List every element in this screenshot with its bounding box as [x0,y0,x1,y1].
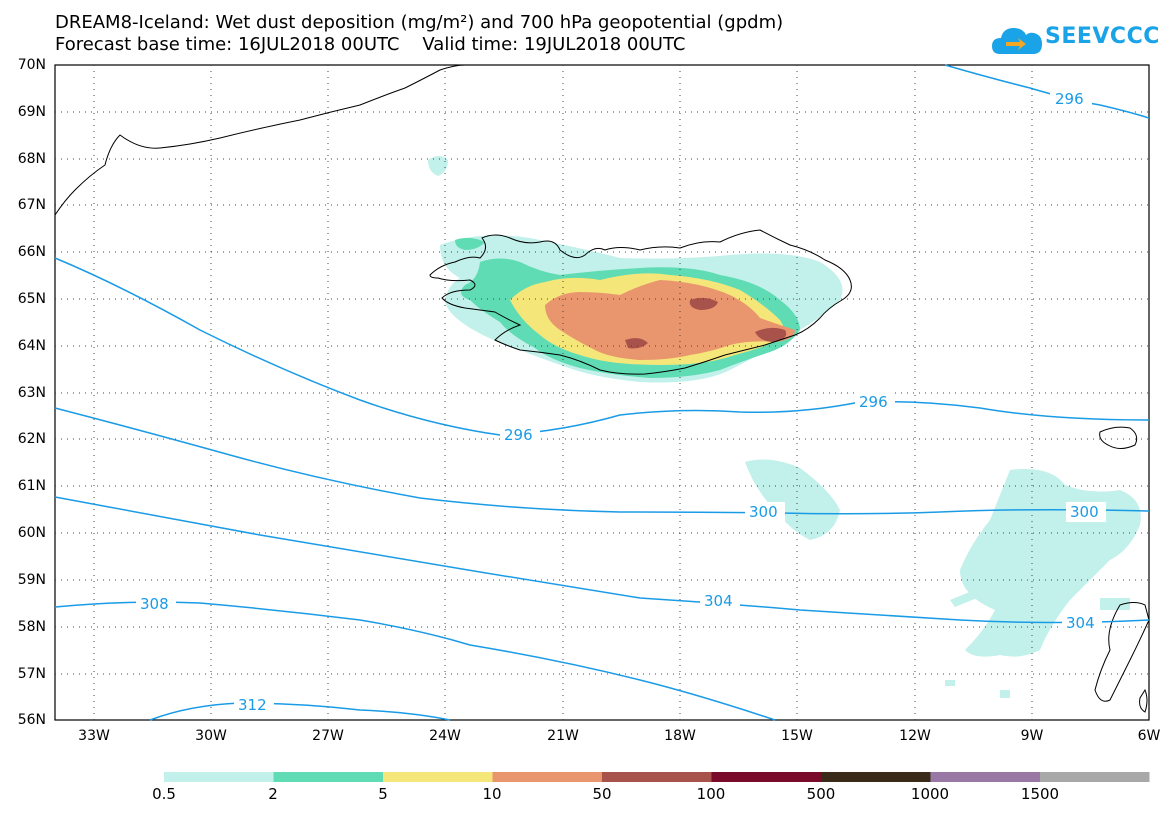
logo-text: SEEVCCC [1045,24,1160,49]
lat-label-70n: 70N [17,57,46,73]
lon-label-24w: 24W [429,728,461,744]
contour-label-296-c: 296 [859,393,888,411]
colorbar-swatch-5 [711,772,821,782]
lat-label-63n: 63N [17,385,46,401]
colorbar-swatch-7 [930,772,1040,782]
geopotential-contours [54,64,1150,721]
contour-label-300-b: 300 [1070,503,1099,521]
lat-label-64n: 64N [17,338,46,354]
lat-label-66n: 66N [17,244,46,260]
colorbar-label-4: 50 [592,785,612,803]
colorbar-label-1: 2 [268,785,278,803]
title-line-2: Forecast base time: 16JUL2018 00UTC Vali… [55,34,686,55]
lon-label-27w: 27W [312,728,344,744]
colorbar-swatch-6 [821,772,931,782]
lon-label-12w: 12W [899,728,931,744]
contour-label-304-b: 304 [1066,614,1095,632]
colorbar-swatch-2 [383,772,493,782]
contour-labels: 296 296 296 300 300 304 304 308 312 [136,88,1106,714]
lon-label-9w: 9W [1020,728,1044,744]
lon-label-18w: 18W [664,728,696,744]
cloud-icon [992,28,1042,54]
colorbar [164,772,1150,782]
gridlines [55,65,1149,720]
lon-label-30w: 30W [195,728,227,744]
colorbar-label-0: 0.5 [152,785,176,803]
lat-label-57n: 57N [17,666,46,682]
colorbar-label-6: 500 [806,785,836,803]
contour-label-300-a: 300 [749,503,778,521]
colorbar-label-5: 100 [696,785,726,803]
colorbar-label-3: 10 [482,785,502,803]
colorbar-swatch-8 [1040,772,1150,782]
title-line-1: DREAM8-Iceland: Wet dust deposition (mg/… [55,12,784,33]
lat-label-58n: 58N [17,619,46,635]
lon-label-6w: 6W [1137,728,1161,744]
colorbar-label-2: 5 [378,785,388,803]
lon-label-21w: 21W [547,728,579,744]
contour-label-296-b: 296 [504,426,533,444]
colorbar-label-8: 1500 [1020,785,1060,803]
lat-label-56n: 56N [17,712,46,728]
contour-label-304-a: 304 [704,592,733,610]
contour-label-308: 308 [140,595,169,613]
colorbar-swatch-1 [273,772,383,782]
lat-label-65n: 65N [17,291,46,307]
contour-label-296-a: 296 [1055,90,1084,108]
lat-label-60n: 60N [17,525,46,541]
colorbar-swatch-0 [164,772,274,782]
coastlines [54,64,1150,713]
lon-label-33w: 33W [78,728,110,744]
colorbar-label-7: 1000 [910,785,950,803]
lat-label-61n: 61N [17,478,46,494]
lat-label-69n: 69N [17,104,46,120]
colorbar-swatch-3 [492,772,602,782]
colorbar-swatch-4 [602,772,712,782]
lat-label-67n: 67N [17,197,46,213]
lat-label-59n: 59N [17,572,46,588]
lon-label-15w: 15W [781,728,813,744]
contour-label-312: 312 [238,696,267,714]
lat-label-68n: 68N [17,151,46,167]
lat-label-62n: 62N [17,431,46,447]
